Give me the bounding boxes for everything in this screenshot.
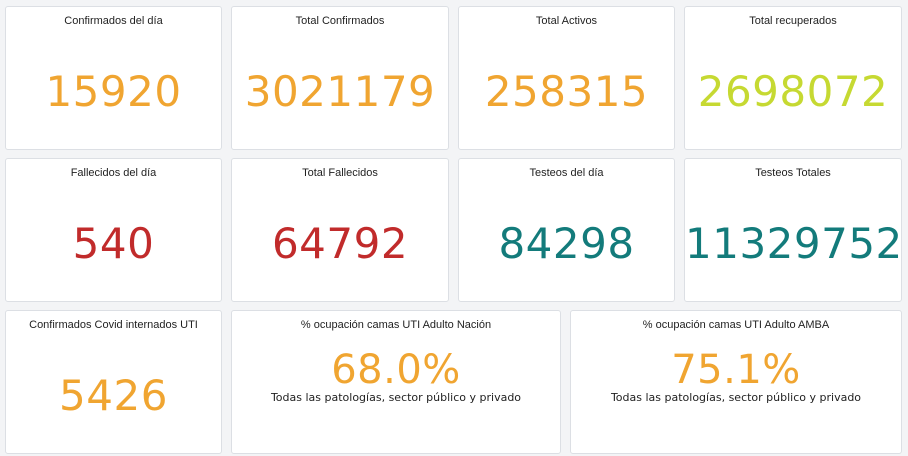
card-value: 540 (72, 219, 155, 268)
card-total-fallecidos: Total Fallecidos 64792 (231, 158, 449, 302)
card-title: % ocupación camas UTI Adulto AMBA (642, 319, 830, 331)
card-title: Total Activos (535, 15, 598, 27)
card-title: Total recuperados (749, 15, 837, 27)
card-total-recuperados: Total recuperados 2698072 (684, 6, 902, 150)
card-total-activos: Total Activos 258315 (458, 6, 675, 150)
card-title: Testeos Totales (755, 167, 831, 179)
card-title: Confirmados Covid internados UTI (29, 319, 198, 331)
card-value: 64792 (271, 219, 409, 268)
card-subtitle: Todas las patologías, sector público y p… (270, 391, 522, 404)
card-ocupacion-amba: % ocupación camas UTI Adulto AMBA 75.1% … (570, 310, 902, 454)
card-title: Confirmados del día (64, 15, 163, 27)
card-fallecidos-del-dia: Fallecidos del día 540 (5, 158, 222, 302)
card-total-confirmados: Total Confirmados 3021179 (231, 6, 449, 150)
card-title: Total Fallecidos (302, 167, 378, 179)
card-internados-uti: Confirmados Covid internados UTI 5426 (5, 310, 222, 454)
card-title: Total Confirmados (295, 15, 385, 27)
card-value: 5426 (59, 371, 168, 420)
card-ocupacion-nacion: % ocupación camas UTI Adulto Nación 68.0… (231, 310, 561, 454)
card-value: 258315 (484, 67, 649, 116)
card-title: % ocupación camas UTI Adulto Nación (300, 319, 492, 331)
card-title: Fallecidos del día (70, 167, 157, 179)
card-testeos-del-dia: Testeos del día 84298 (458, 158, 675, 302)
card-value: 84298 (498, 219, 635, 268)
card-value: 68.0% (331, 347, 461, 393)
card-confirmados-del-dia: Confirmados del día 15920 (5, 6, 222, 150)
card-value: 75.1% (671, 347, 801, 393)
card-value: 11329752 (685, 219, 902, 268)
card-value: 3021179 (244, 67, 436, 116)
card-value: 15920 (45, 67, 182, 116)
card-title: Testeos del día (529, 167, 604, 179)
card-testeos-totales: Testeos Totales 11329752 (684, 158, 902, 302)
card-value: 2698072 (697, 67, 889, 116)
card-subtitle: Todas las patologías, sector público y p… (610, 391, 862, 404)
